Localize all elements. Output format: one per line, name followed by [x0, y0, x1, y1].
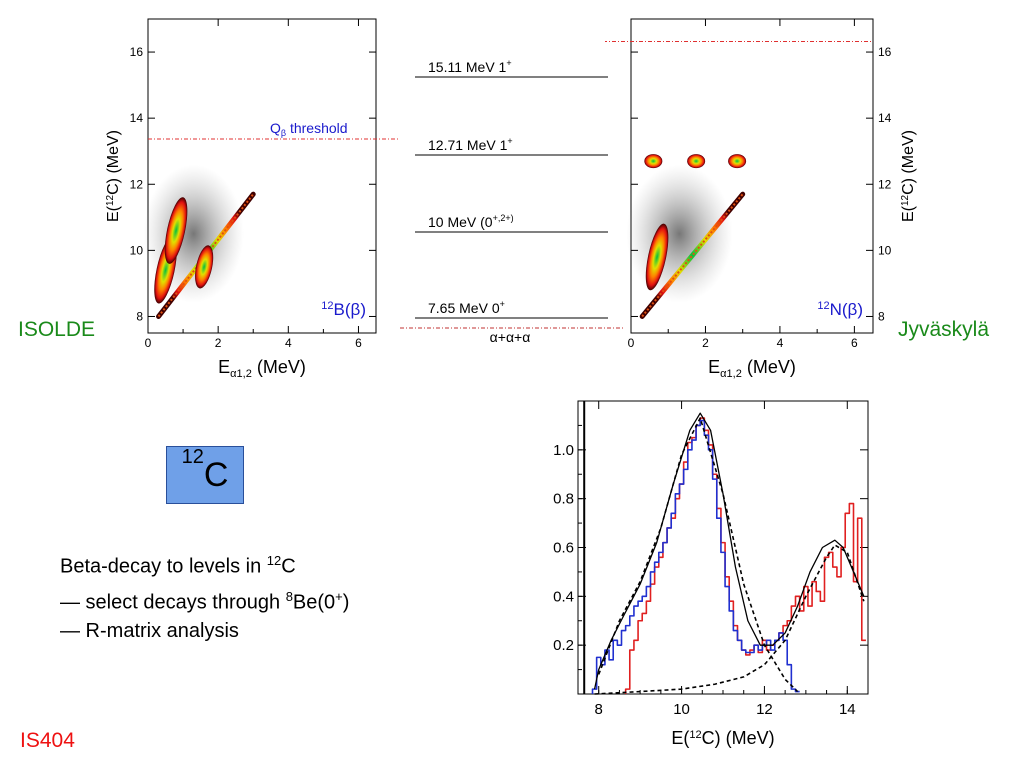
level-label-3: 7.65 MeV 0+ — [428, 299, 505, 316]
cluster-1 — [687, 154, 706, 169]
y-tick-label: 10 — [878, 243, 892, 257]
description-line-2: — select decays through 8Be(0+) — [60, 588, 350, 614]
x-axis-label: E(12C) (MeV) — [671, 728, 774, 748]
y-axis-label: E(12C) (MeV) — [900, 130, 917, 222]
y-tick-label: 0.8 — [553, 491, 574, 508]
cluster-3 — [645, 223, 669, 291]
x-tick-label: 14 — [839, 701, 856, 718]
y-tick-label: 16 — [130, 45, 144, 59]
description-text: Beta-decay to levels in 12C — select dec… — [60, 546, 349, 646]
plot-frame — [577, 400, 869, 695]
x-axis-label: Eα1,2 (MeV) — [708, 357, 796, 380]
nucleus-symbol: C — [203, 455, 229, 494]
level-label-2: 10 MeV (0+,2+) — [428, 213, 514, 230]
x-axis-label: Eα1,2 (MeV) — [218, 357, 306, 380]
cluster-2 — [195, 245, 214, 289]
y-tick-label: 8 — [136, 309, 143, 323]
y-tick-label: 12 — [130, 177, 144, 191]
y-tick-label: 8 — [878, 309, 885, 323]
x-tick-label: 0 — [628, 336, 635, 350]
reaction-label: 12N(β) — [817, 300, 863, 319]
cluster-2 — [728, 154, 747, 169]
x-tick-label: 8 — [595, 701, 603, 718]
cluster-0 — [644, 154, 663, 169]
cluster-1 — [164, 197, 188, 264]
heatmap-12b: Qβ threshold 0 2 4 6 8 10 12 14 16 12B(β) Eα1,2 (Me… — [105, 18, 400, 380]
kinematic-band — [639, 191, 746, 319]
nucleus-box: 12C — [166, 446, 244, 504]
y-tick-label: 0.2 — [553, 637, 574, 654]
x-tick-label: 4 — [285, 336, 292, 350]
x-tick-label: 10 — [673, 701, 690, 718]
series-2 — [593, 412, 865, 690]
level-scheme: 15.11 MeV 1+ 12.71 MeV 1+ 10 MeV (0+,2+) 7.… — [400, 58, 625, 345]
x-tick-label: 6 — [851, 336, 858, 350]
series-4 — [594, 544, 865, 695]
y-tick-label: 0.4 — [553, 588, 574, 605]
x-tick-label: 4 — [777, 336, 784, 350]
x-tick-label: 2 — [215, 336, 222, 350]
y-tick-label: 10 — [130, 243, 144, 257]
y-axis-label: E(12C) (MeV) — [105, 130, 122, 222]
y-tick-label: 1.0 — [553, 442, 574, 459]
description-line-3: — R-matrix analysis — [60, 620, 239, 643]
x-tick-label: 2 — [702, 336, 709, 350]
nucleus-mass: 12 — [181, 446, 204, 469]
reaction-label: 12B(β) — [321, 300, 366, 319]
three-alpha-label: α+α+α — [490, 329, 531, 345]
isolde-label: ISOLDE — [18, 318, 96, 341]
is404-label: IS404 — [20, 729, 75, 752]
level-label-0: 15.11 MeV 1+ — [428, 58, 512, 75]
x-tick-label: 12 — [756, 701, 773, 718]
level-label-1: 12.71 MeV 1+ — [428, 136, 513, 153]
description-line-1: Beta-decay to levels in 12C — [60, 553, 296, 578]
y-tick-label: 14 — [130, 111, 144, 125]
x-tick-label: 0 — [145, 336, 152, 350]
y-tick-label: 16 — [878, 45, 892, 59]
heatmap-12n: Qβ threshold024681012141612N(β)Eα1,2 (Me… — [605, 18, 917, 380]
x-tick-label: 6 — [355, 336, 362, 350]
y-tick-label: 12 — [878, 177, 892, 191]
threshold-label: Qβ threshold — [270, 120, 348, 138]
y-tick-label: 14 — [878, 111, 892, 125]
jyvaskyla-label: Jyväskylä — [898, 318, 990, 341]
y-tick-label: 0.6 — [553, 540, 574, 557]
spectrum-plot: 8 10 12 14 0.2 0.4 0.6 0.8 1.0 E(12C) (MeV) — [553, 400, 869, 748]
event-cloud — [626, 164, 733, 303]
